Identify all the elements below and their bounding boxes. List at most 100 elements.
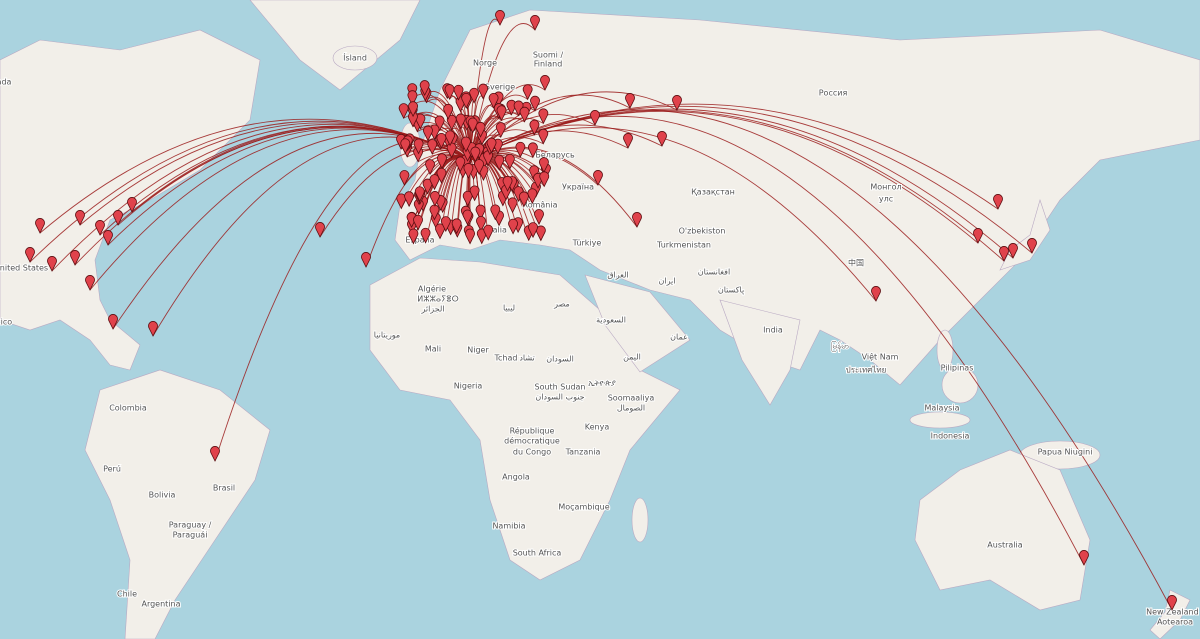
pin: [632, 212, 642, 228]
africa: [369, 257, 681, 581]
pin: [414, 186, 425, 203]
place-label: ada: [0, 78, 12, 87]
place-label: Paraguay /: [169, 521, 212, 530]
place-label: Brasil: [213, 484, 235, 493]
pin: [127, 197, 137, 213]
pin: [95, 220, 105, 236]
place-label: عمان: [670, 333, 688, 342]
pin: [540, 75, 550, 91]
pin: [528, 142, 538, 159]
pin: [490, 204, 501, 221]
pin: [463, 163, 474, 179]
route: [469, 91, 678, 161]
pin: [993, 194, 1003, 210]
place-label: السعودية: [596, 316, 626, 325]
place-label: ኢትዮጵያ: [588, 379, 616, 388]
place-label: du Congo: [513, 448, 551, 457]
place-label: Bolivia: [149, 491, 176, 500]
route: [469, 127, 877, 302]
pin: [70, 250, 80, 266]
pin: [495, 10, 505, 26]
pin: [590, 110, 600, 126]
pin: [494, 154, 505, 171]
pin: [973, 228, 983, 244]
pin: [513, 100, 524, 117]
place-label: Россия: [819, 89, 848, 98]
place-label: Aotearoa: [1157, 618, 1193, 627]
place-label: ประเทศไทย: [846, 366, 887, 375]
place-label: España: [405, 236, 434, 245]
place-label: démocratique: [504, 436, 560, 446]
place-label: Argentina: [141, 600, 180, 609]
place-label: Chile: [117, 590, 137, 599]
route: [469, 115, 1085, 566]
pin: [502, 175, 513, 192]
pin: [429, 174, 440, 191]
pin: [462, 209, 473, 226]
pin: [413, 214, 423, 231]
pin: [1167, 595, 1177, 611]
pin: [407, 90, 418, 107]
pin: [999, 246, 1009, 262]
indonesia: [909, 411, 971, 429]
pin: [446, 142, 457, 159]
route: [469, 109, 1173, 611]
place-label: پاکستان: [718, 286, 744, 295]
pin: [47, 256, 57, 272]
pin: [462, 190, 473, 207]
place-label: United States: [0, 264, 48, 273]
pin: [35, 218, 45, 234]
place-label: O'zbekiston: [679, 227, 726, 236]
pin: [519, 191, 529, 208]
pin: [529, 165, 539, 182]
place-label: افغانستان: [698, 268, 730, 277]
pin: [315, 222, 325, 238]
pin: [420, 227, 431, 244]
pin: [434, 115, 445, 132]
pin: [507, 197, 518, 214]
pin: [108, 314, 118, 330]
place-label: 中国: [848, 258, 864, 268]
pin: [538, 128, 549, 145]
south-america: [84, 369, 271, 639]
pin: [1079, 550, 1089, 566]
place-label: ایران: [659, 277, 676, 286]
pin: [85, 275, 95, 291]
india: [719, 299, 801, 406]
pin: [476, 216, 486, 232]
pin: [539, 171, 550, 188]
place-label: Việt Nam: [862, 352, 899, 362]
place-label: Ísland: [343, 52, 367, 63]
place-label: Kenya: [585, 423, 610, 432]
place-label: Papua Niugini: [1038, 448, 1093, 457]
pin: [538, 108, 549, 125]
place-label: xico: [0, 318, 12, 327]
place-label: Tchad: [494, 354, 518, 363]
pin: [478, 83, 489, 100]
eurasia: [394, 9, 1200, 386]
place-label: السودان: [546, 355, 574, 364]
pin: [413, 138, 424, 155]
place-label: မြန်မာ: [831, 341, 849, 353]
pin: [504, 153, 515, 170]
pin: [470, 146, 481, 163]
pin: [453, 84, 464, 101]
place-label: Malaysia: [925, 404, 960, 413]
pin: [529, 119, 540, 136]
place-label: Australia: [987, 541, 1022, 550]
pin: [408, 228, 419, 245]
place-label: India: [763, 326, 783, 335]
route: [469, 84, 546, 161]
pin: [210, 446, 220, 462]
pin: [461, 136, 471, 153]
place-label: ⵍⵣⵣⴰⵢⴻⵔ: [417, 295, 458, 304]
pin: [430, 191, 440, 207]
pin: [445, 130, 455, 147]
pin: [435, 223, 445, 240]
place-label: Tanzania: [565, 448, 601, 457]
place-label: Algérie: [418, 284, 446, 294]
place-label: République: [510, 426, 555, 436]
place-label: Sverige: [485, 83, 515, 92]
pin: [465, 228, 475, 245]
place-label: Suomi /: [533, 51, 564, 60]
